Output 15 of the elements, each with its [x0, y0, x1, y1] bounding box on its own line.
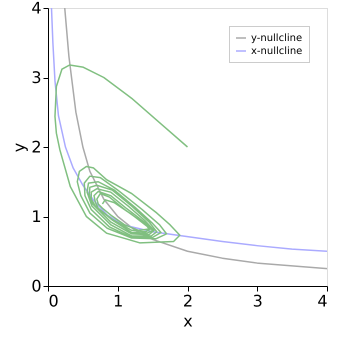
x-axis-title: x: [183, 312, 193, 330]
y-tick-label: 2: [31, 138, 42, 156]
x-tick-label: 2: [182, 292, 194, 310]
y-tick-label: 3: [31, 68, 42, 87]
legend-label: x-nullcline: [251, 46, 302, 57]
y-tick-label: 0: [31, 276, 42, 296]
line-series: [54, 64, 188, 244]
x-tick-label: 1: [113, 292, 124, 310]
legend-label: y-nullcline: [251, 33, 302, 44]
y-tick-label: 4: [31, 0, 42, 18]
y-axis-title: y: [9, 142, 28, 152]
x-tick-label: 0: [48, 292, 59, 310]
x-tick-label: 3: [252, 292, 263, 310]
y-tick-label: 1: [31, 207, 42, 226]
x-tick-label: 4: [317, 292, 328, 310]
